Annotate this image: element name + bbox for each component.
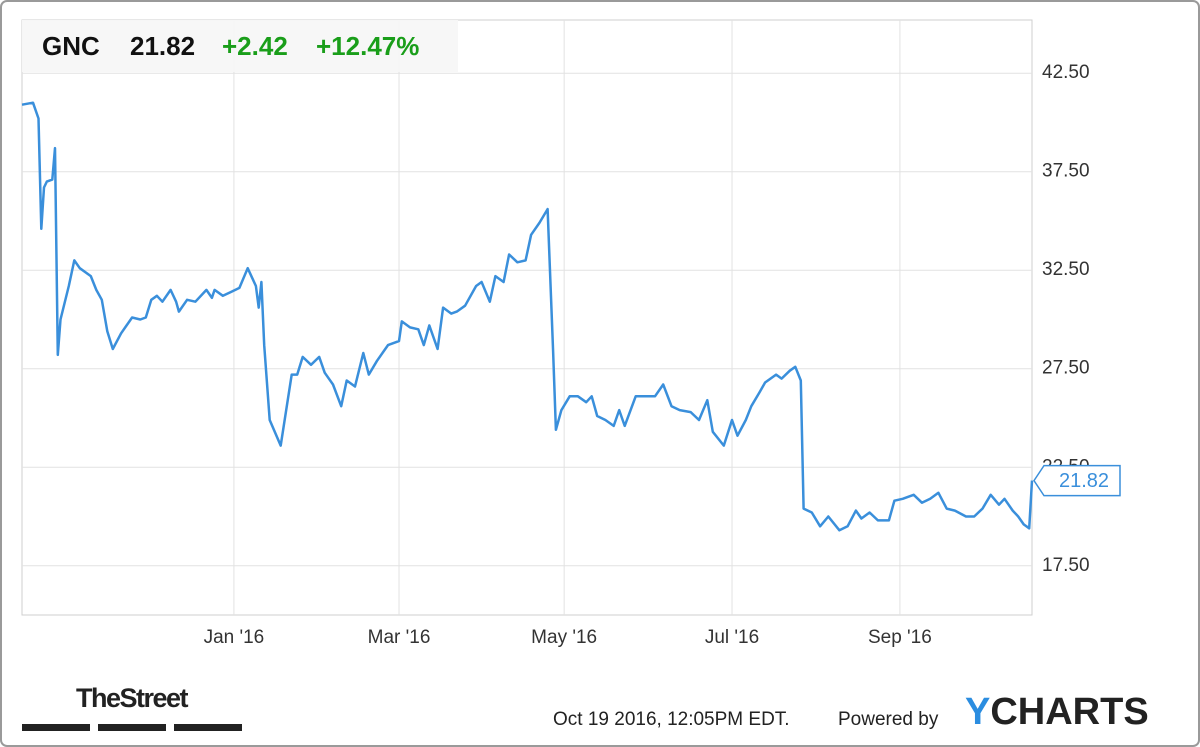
price-line <box>21 101 1034 532</box>
price: 21.82 <box>130 31 195 61</box>
change: +2.42 <box>222 31 288 61</box>
x-tick-label: May '16 <box>531 627 597 648</box>
powered-by: Powered by <box>838 709 939 730</box>
last-value-flag <box>1033 464 1121 497</box>
x-tick-label: Jan '16 <box>204 627 265 648</box>
logo-bar <box>98 724 166 731</box>
brand-logo: YCHARTS <box>965 691 1149 733</box>
logo-bar <box>22 724 90 731</box>
ticker: GNC <box>42 31 100 61</box>
y-tick-label: 27.50 <box>1042 358 1090 379</box>
plot-area <box>21 19 1033 616</box>
header-box <box>22 20 458 72</box>
x-tick-label: Mar '16 <box>368 627 431 648</box>
x-tick-label: Sep '16 <box>868 627 932 648</box>
y-tick-label: 17.50 <box>1042 555 1090 576</box>
y-tick-label: 32.50 <box>1042 259 1090 280</box>
y-tick-label: 37.50 <box>1042 161 1090 182</box>
last-value-label: 21.82 <box>1059 470 1109 492</box>
logo-bar <box>174 724 242 731</box>
y-tick-label: 42.50 <box>1042 62 1090 83</box>
change-pct: +12.47% <box>316 31 419 61</box>
x-tick-label: Jul '16 <box>705 627 759 648</box>
source-logo: TheStreet <box>76 683 189 713</box>
timestamp: Oct 19 2016, 12:05PM EDT. <box>553 709 790 730</box>
